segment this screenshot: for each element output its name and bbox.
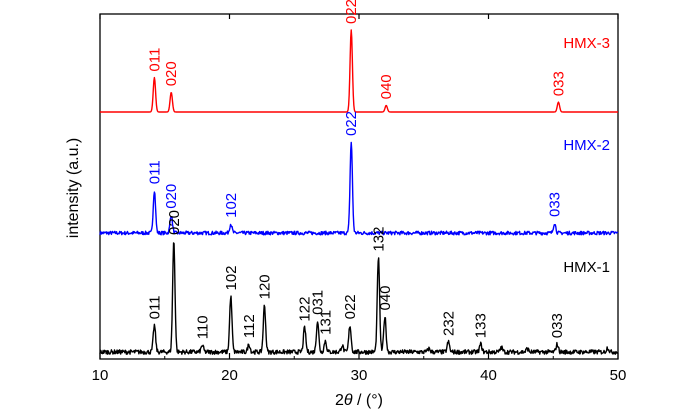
peak-label: 040 [377,285,394,310]
x-tick-label: 20 [221,367,238,384]
peak-label: 120 [257,274,274,299]
peak-label: 022 [342,294,359,319]
trace-line [99,141,619,236]
traces [99,29,619,355]
peak-label: 020 [163,61,180,86]
peak-label: 033 [550,71,567,96]
peak-label: 132 [370,227,387,252]
series-name: HMX-1 [563,259,610,276]
y-axis-title: intensity (a.u.) [65,138,82,238]
peak-label: 031 [310,290,327,315]
trace-line [99,242,619,355]
peak-label: 033 [547,192,564,217]
peak-label: 011 [146,160,163,184]
trace-line [99,29,619,113]
x-axis-title: 2θ / (°) [335,392,383,409]
x-tick-label: 40 [480,367,497,384]
peak-label: 020 [163,184,180,209]
peak-label: 102 [223,265,240,290]
x-axis-ticks: 10 20 30 40 50 [92,14,627,384]
peak-label: 033 [549,313,566,338]
x-tick-label: 30 [351,367,368,384]
peak-label: 232 [440,311,457,336]
peak-label: 110 [194,315,211,339]
x-tick-label: 10 [92,367,109,384]
peak-label: 112 [241,314,258,338]
peak-label: 102 [223,193,240,218]
x-tick-label: 50 [610,367,627,384]
peak-label: 022 [343,111,360,136]
series-name: HMX-3 [563,35,610,52]
peak-label: 011 [146,48,163,72]
peak-label: 133 [473,313,490,338]
peak-label: 020 [166,210,183,235]
peak-label: 040 [378,74,395,99]
series-name: HMX-2 [563,137,610,154]
peak-label: 131 [317,310,334,335]
peak-label: 022 [343,0,360,24]
series-names: HMX-3 HMX-2 HMX-1 [563,35,610,276]
peak-label: 122 [297,297,314,322]
peak-label: 011 [146,295,163,319]
